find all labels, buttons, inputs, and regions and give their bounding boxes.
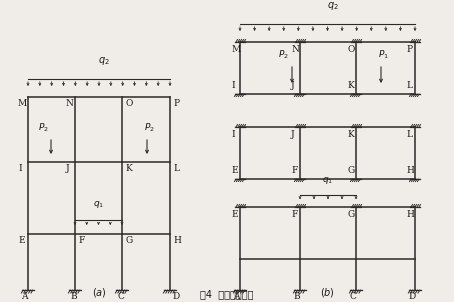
Text: N: N [291, 45, 299, 54]
Text: E: E [18, 236, 25, 245]
Text: K: K [347, 130, 354, 139]
Text: $(b)$: $(b)$ [320, 286, 335, 299]
Text: B: B [70, 292, 77, 301]
Text: N: N [66, 99, 74, 108]
Text: L: L [406, 81, 412, 90]
Text: D: D [172, 292, 179, 301]
Text: K: K [125, 164, 132, 173]
Text: $q_2$: $q_2$ [98, 55, 110, 67]
Text: M: M [18, 99, 27, 108]
Text: $P_2$: $P_2$ [278, 49, 289, 61]
Text: F: F [291, 210, 297, 219]
Text: I: I [231, 81, 235, 90]
Text: F: F [291, 166, 297, 175]
Text: $q_2$: $q_2$ [326, 0, 338, 12]
Text: M: M [231, 45, 240, 54]
Text: G: G [125, 236, 132, 245]
Text: 图4  分层法示意图: 图4 分层法示意图 [200, 289, 254, 299]
Text: $q_1$: $q_1$ [322, 175, 334, 186]
Text: I: I [231, 130, 235, 139]
Text: O: O [347, 45, 355, 54]
Text: P: P [406, 45, 412, 54]
Text: I: I [18, 164, 22, 173]
Text: P: P [173, 99, 179, 108]
Text: A: A [21, 292, 28, 301]
Text: B: B [293, 292, 300, 301]
Text: $P_2$: $P_2$ [38, 121, 49, 134]
Text: C: C [349, 292, 356, 301]
Text: H: H [406, 166, 414, 175]
Text: L: L [173, 164, 179, 173]
Text: J: J [66, 164, 70, 173]
Text: A: A [233, 292, 240, 301]
Text: H: H [406, 210, 414, 219]
Text: $(a)$: $(a)$ [92, 286, 106, 299]
Text: J: J [291, 81, 295, 90]
Text: $P_1$: $P_1$ [378, 49, 389, 61]
Text: O: O [125, 99, 133, 108]
Text: H: H [173, 236, 181, 245]
Text: G: G [347, 166, 354, 175]
Text: L: L [406, 130, 412, 139]
Text: F: F [78, 236, 84, 245]
Text: $q_1$: $q_1$ [93, 199, 104, 210]
Text: $P_2$: $P_2$ [144, 121, 155, 134]
Text: J: J [291, 130, 295, 139]
Text: K: K [347, 81, 354, 90]
Text: G: G [347, 210, 354, 219]
Text: E: E [231, 210, 237, 219]
Text: E: E [231, 166, 237, 175]
Text: D: D [408, 292, 415, 301]
Text: C: C [117, 292, 124, 301]
